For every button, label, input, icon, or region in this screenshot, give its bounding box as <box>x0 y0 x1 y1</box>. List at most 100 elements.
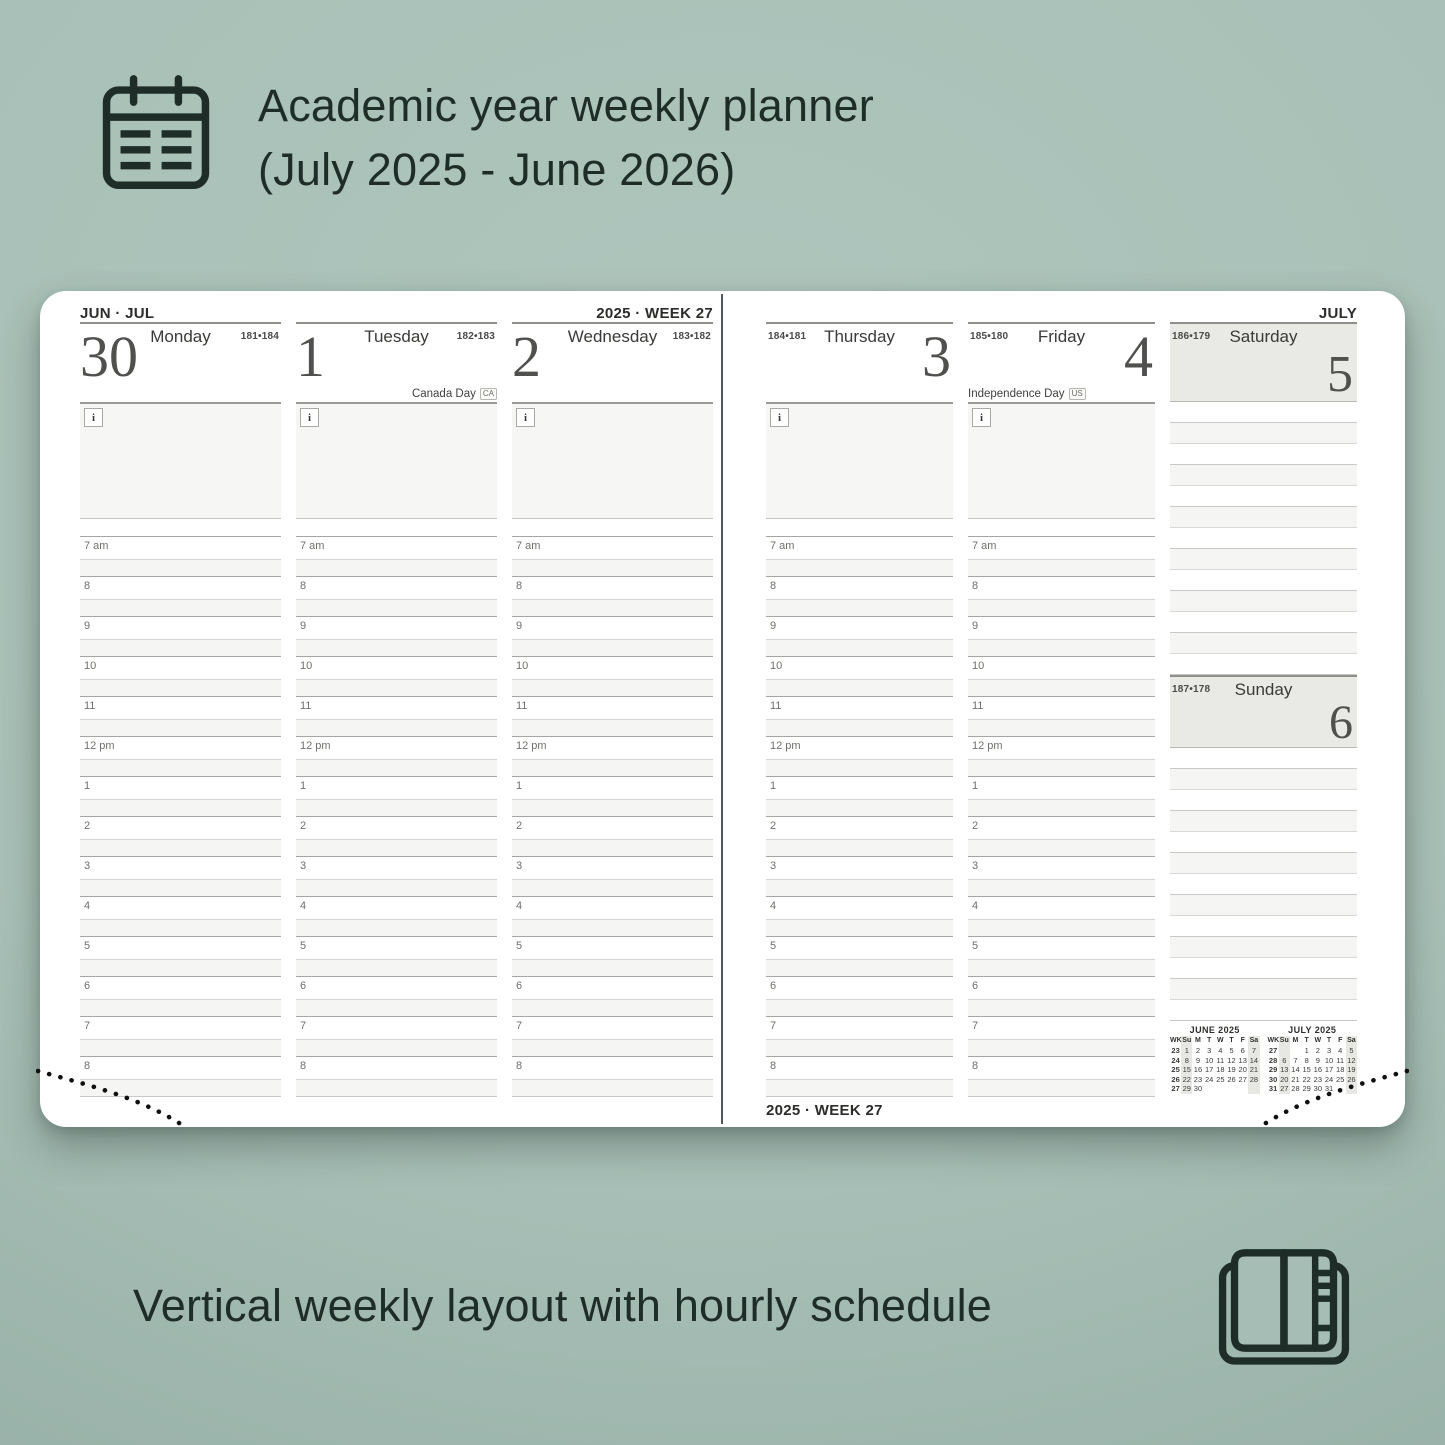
day-column: Friday 185•180 4 Independence Day US i 7 am 8 9 1… <box>968 322 1155 1097</box>
week-number: 29 <box>1268 1065 1278 1074</box>
half-hour-row <box>766 559 953 576</box>
ruled-line <box>1170 444 1357 465</box>
planner-spine <box>721 294 723 1124</box>
mini-calendar-date: 7 <box>1293 1055 1298 1065</box>
day-number: 30 <box>80 324 138 389</box>
hour-label: 10 <box>968 656 1155 679</box>
month-label: JUN · JUL <box>80 305 155 322</box>
half-hour-row <box>766 839 953 856</box>
mini-calendar-day-header: W <box>1217 1037 1224 1044</box>
left-page-header: JUN · JUL 2025 · WEEK 27 <box>80 305 713 322</box>
half-hour-row <box>80 1079 281 1096</box>
mini-calendar-day-header: M <box>1292 1037 1299 1044</box>
half-hour-row <box>512 839 713 856</box>
mini-calendar-date: 30 <box>1313 1084 1323 1093</box>
half-hour-row <box>968 799 1155 816</box>
hour-label: 7 <box>296 1016 497 1039</box>
hour-label: 2 <box>80 816 281 839</box>
mini-calendar-date: 28 <box>1291 1084 1300 1093</box>
ruled-line <box>1170 423 1357 444</box>
day-of-year-count: 184•181 <box>768 331 807 342</box>
day-column: Monday 181•184 30 i 7 am 8 9 10 11 12 pm 1 2 3 4 5 6 7 8 <box>80 322 281 1097</box>
ruled-line <box>1170 916 1357 937</box>
day-number: 4 <box>1124 324 1153 389</box>
hour-label: 9 <box>968 616 1155 639</box>
half-hour-row <box>296 799 497 816</box>
mini-calendar-date: 18 <box>1336 1065 1345 1074</box>
title-line-2: (July 2025 - June 2026) <box>258 143 736 195</box>
mini-calendar-date <box>1248 1084 1260 1094</box>
half-hour-row <box>296 1039 497 1056</box>
week-number: 23 <box>1171 1046 1180 1055</box>
holiday: Canada Day CA <box>412 388 497 400</box>
mini-calendar-date <box>1290 1046 1301 1056</box>
mini-calendar-week-row: 29 13 14 15 16 17 18 19 <box>1268 1065 1357 1075</box>
day-header: Thursday 184•181 3 <box>766 322 953 402</box>
half-hour-row <box>512 1039 713 1056</box>
mini-calendar-day-header: Su <box>1181 1036 1193 1046</box>
day-header: Wednesday 183•182 2 <box>512 322 713 402</box>
half-hour-row <box>766 1079 953 1096</box>
day-number: 2 <box>512 324 541 389</box>
hour-label: 1 <box>80 776 281 799</box>
day-of-year-count: 187•178 <box>1172 684 1211 695</box>
notes-area: i <box>512 402 713 519</box>
hour-label: 5 <box>296 936 497 959</box>
mini-calendar-date: 5 <box>1229 1046 1234 1055</box>
mini-calendar-date: 24 <box>1204 1074 1214 1084</box>
ruled-line <box>1170 654 1357 675</box>
mini-calendar-date: 17 <box>1324 1065 1334 1074</box>
hour-label: 8 <box>80 576 281 599</box>
mini-calendar-date: 27 <box>1238 1074 1247 1084</box>
half-hour-row <box>968 919 1155 936</box>
hour-label: 10 <box>766 656 953 679</box>
day-name: Thursday <box>824 327 895 346</box>
half-hour-row <box>512 719 713 736</box>
half-hour-row <box>296 639 497 656</box>
half-hour-row <box>296 719 497 736</box>
week-number: 27 <box>1171 1084 1180 1093</box>
mini-calendar-date <box>1226 1084 1237 1094</box>
day-header: Friday 185•180 4 Independence Day US <box>968 322 1155 402</box>
half-hour-row <box>296 919 497 936</box>
mini-calendar-date: 29 <box>1302 1084 1311 1093</box>
mini-calendar-day-header: T <box>1304 1037 1309 1044</box>
ruled-line <box>1170 853 1357 874</box>
day-of-year-count: 181•184 <box>240 331 279 342</box>
day-name: Sunday <box>1234 680 1293 699</box>
notes-area: i <box>968 402 1155 519</box>
week-label: 2025 · WEEK 27 <box>596 305 713 322</box>
hour-label: 11 <box>296 696 497 719</box>
mini-calendar-date: 22 <box>1181 1074 1193 1084</box>
hour-label: 4 <box>512 896 713 919</box>
ruled-line <box>1170 811 1357 832</box>
mini-calendar-date: 8 <box>1181 1055 1193 1065</box>
mini-calendar-date: 16 <box>1193 1065 1203 1074</box>
mini-calendar-day-header: Su <box>1278 1036 1290 1046</box>
mini-calendar-week-row: 30 20 21 22 23 24 25 26 <box>1268 1074 1357 1084</box>
mini-calendar-date: 5 <box>1345 1046 1357 1056</box>
ruled-line <box>1170 528 1357 549</box>
mini-calendar-day-header: WK <box>1170 1037 1182 1044</box>
hour-label: 3 <box>968 856 1155 879</box>
hour-label: 2 <box>968 816 1155 839</box>
half-hour-row <box>512 679 713 696</box>
mini-calendar-date: 19 <box>1345 1065 1357 1075</box>
ruled-line <box>1170 874 1357 895</box>
hour-label: 12 pm <box>296 736 497 759</box>
holiday-country-tag: US <box>1068 388 1086 400</box>
day-name: Saturday <box>1229 327 1298 346</box>
half-hour-row <box>80 719 281 736</box>
notes-area: i <box>296 402 497 519</box>
mini-calendar-date <box>1278 1046 1290 1056</box>
half-hour-row <box>80 959 281 976</box>
mini-calendar-day-header: T <box>1207 1037 1212 1044</box>
hour-label: 1 <box>766 776 953 799</box>
mini-calendar-week-row: 31 27 28 29 30 31 <box>1268 1084 1357 1094</box>
notes-area: i <box>80 402 281 519</box>
mini-calendar-day-header: F <box>1240 1037 1245 1044</box>
half-hour-row <box>296 599 497 616</box>
day-number: 1 <box>296 324 325 389</box>
half-hour-row <box>968 639 1155 656</box>
ruled-line <box>1170 769 1357 790</box>
